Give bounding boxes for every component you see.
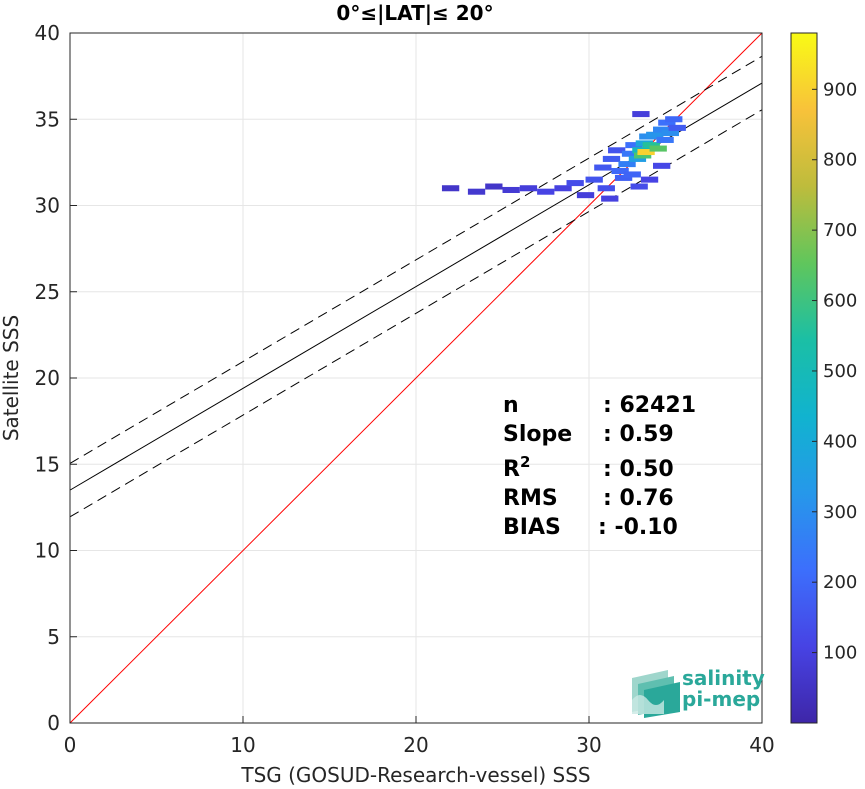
x-tick-label: 40 [749,733,774,757]
stat-value: : 0.59 [603,422,674,447]
density-cell [467,188,486,195]
stat-value: : 0.76 [603,486,674,511]
y-tick-label: 40 [35,21,60,45]
density-cell [653,162,671,169]
density-cell [576,192,595,199]
chart-title: 0°≤|LAT|≤ 20° [336,1,493,25]
density-cell [594,164,612,171]
x-tick-label: 0 [64,733,77,757]
y-tick-label: 10 [35,539,60,563]
colorbar-tick-label: 900 [823,79,857,100]
density-cell [646,131,664,138]
colorbar-tick-label: 600 [823,291,857,312]
y-tick-label: 15 [35,452,60,476]
density-cell [519,185,538,192]
y-tick-label: 25 [35,280,60,304]
density-cells [441,111,686,202]
density-cell [485,183,503,190]
density-cell [608,147,626,154]
stats-block: n : 62421 Slope : 0.59 R2 : 0.50 RMS : 0.76 BIAS… [503,393,696,540]
x-tick-label: 10 [230,733,255,757]
density-cell [653,126,671,133]
y-axis-label: Satellite SSS [0,315,23,441]
colorbar-tick-label: 100 [823,643,857,664]
density-cell [632,111,650,118]
x-axis-ticks: 0 10 20 30 40 [64,716,775,757]
y-tick-label: 20 [35,366,60,390]
density-cell [597,185,615,192]
y-axis-ticks: 0 5 10 15 20 25 30 35 40 [35,21,77,735]
colorbar-tick-label: 800 [823,150,857,171]
line-regression-upper [69,55,763,464]
stat-label: n [503,393,519,418]
colorbar-tick-label: 700 [823,220,857,241]
density-cell [658,119,676,126]
colorbar-tick-label: 400 [823,431,857,452]
density-cell [602,155,621,162]
density-cell [585,176,603,183]
stat-value: : 62421 [603,393,696,418]
stat-label: Slope [503,422,572,447]
density-cell [502,186,520,193]
stat-value: : -0.10 [598,515,678,540]
colorbar-tick-label: 300 [823,502,857,523]
stat-value: : 0.50 [603,457,674,482]
stat-label: BIAS [503,515,561,540]
y-tick-label: 5 [47,625,60,649]
density-cell [656,136,674,143]
density-cell [628,155,647,162]
colorbar-tick-label: 200 [823,572,857,593]
density-cell [640,176,659,183]
y-tick-label: 0 [47,711,60,735]
density-cell [618,161,636,168]
line-regression-lower [69,109,763,518]
x-tick-label: 30 [576,733,601,757]
density-cell [637,149,655,156]
y-tick-label: 30 [35,194,60,218]
colorbar-tick-label: 500 [823,361,857,382]
density-cell [566,180,584,187]
density-cell [623,171,641,178]
logo-wave-icon [632,670,680,718]
density-cell [630,183,648,190]
density-cell [661,130,679,137]
colorbar [790,32,818,724]
stat-label: R2 [503,453,530,482]
y-tick-label: 35 [35,107,60,131]
density-cell [554,185,572,192]
density-cell [537,188,555,195]
density-cell [611,167,629,175]
density-cell [642,142,660,149]
x-tick-label: 20 [403,733,428,757]
salinity-pimep-logo: salinity pi-mep [632,666,765,718]
logo-line2: pi-mep [682,687,760,711]
colorbar-ticks: 100 200 300 400 500 600 700 800 900 [812,79,857,664]
density-cell [441,185,460,192]
x-axis-label: TSG (GOSUD-Research-vessel) SSS [240,763,590,787]
density-cell [621,150,640,157]
density-cell [633,152,652,159]
logo-line1: salinity [682,666,765,690]
density-cell [649,145,667,152]
density-cell [614,174,633,181]
density-cell [668,124,686,131]
density-cell [625,142,643,149]
stat-label: RMS [503,486,558,511]
density-cell [665,116,683,123]
density-cell [601,195,619,202]
